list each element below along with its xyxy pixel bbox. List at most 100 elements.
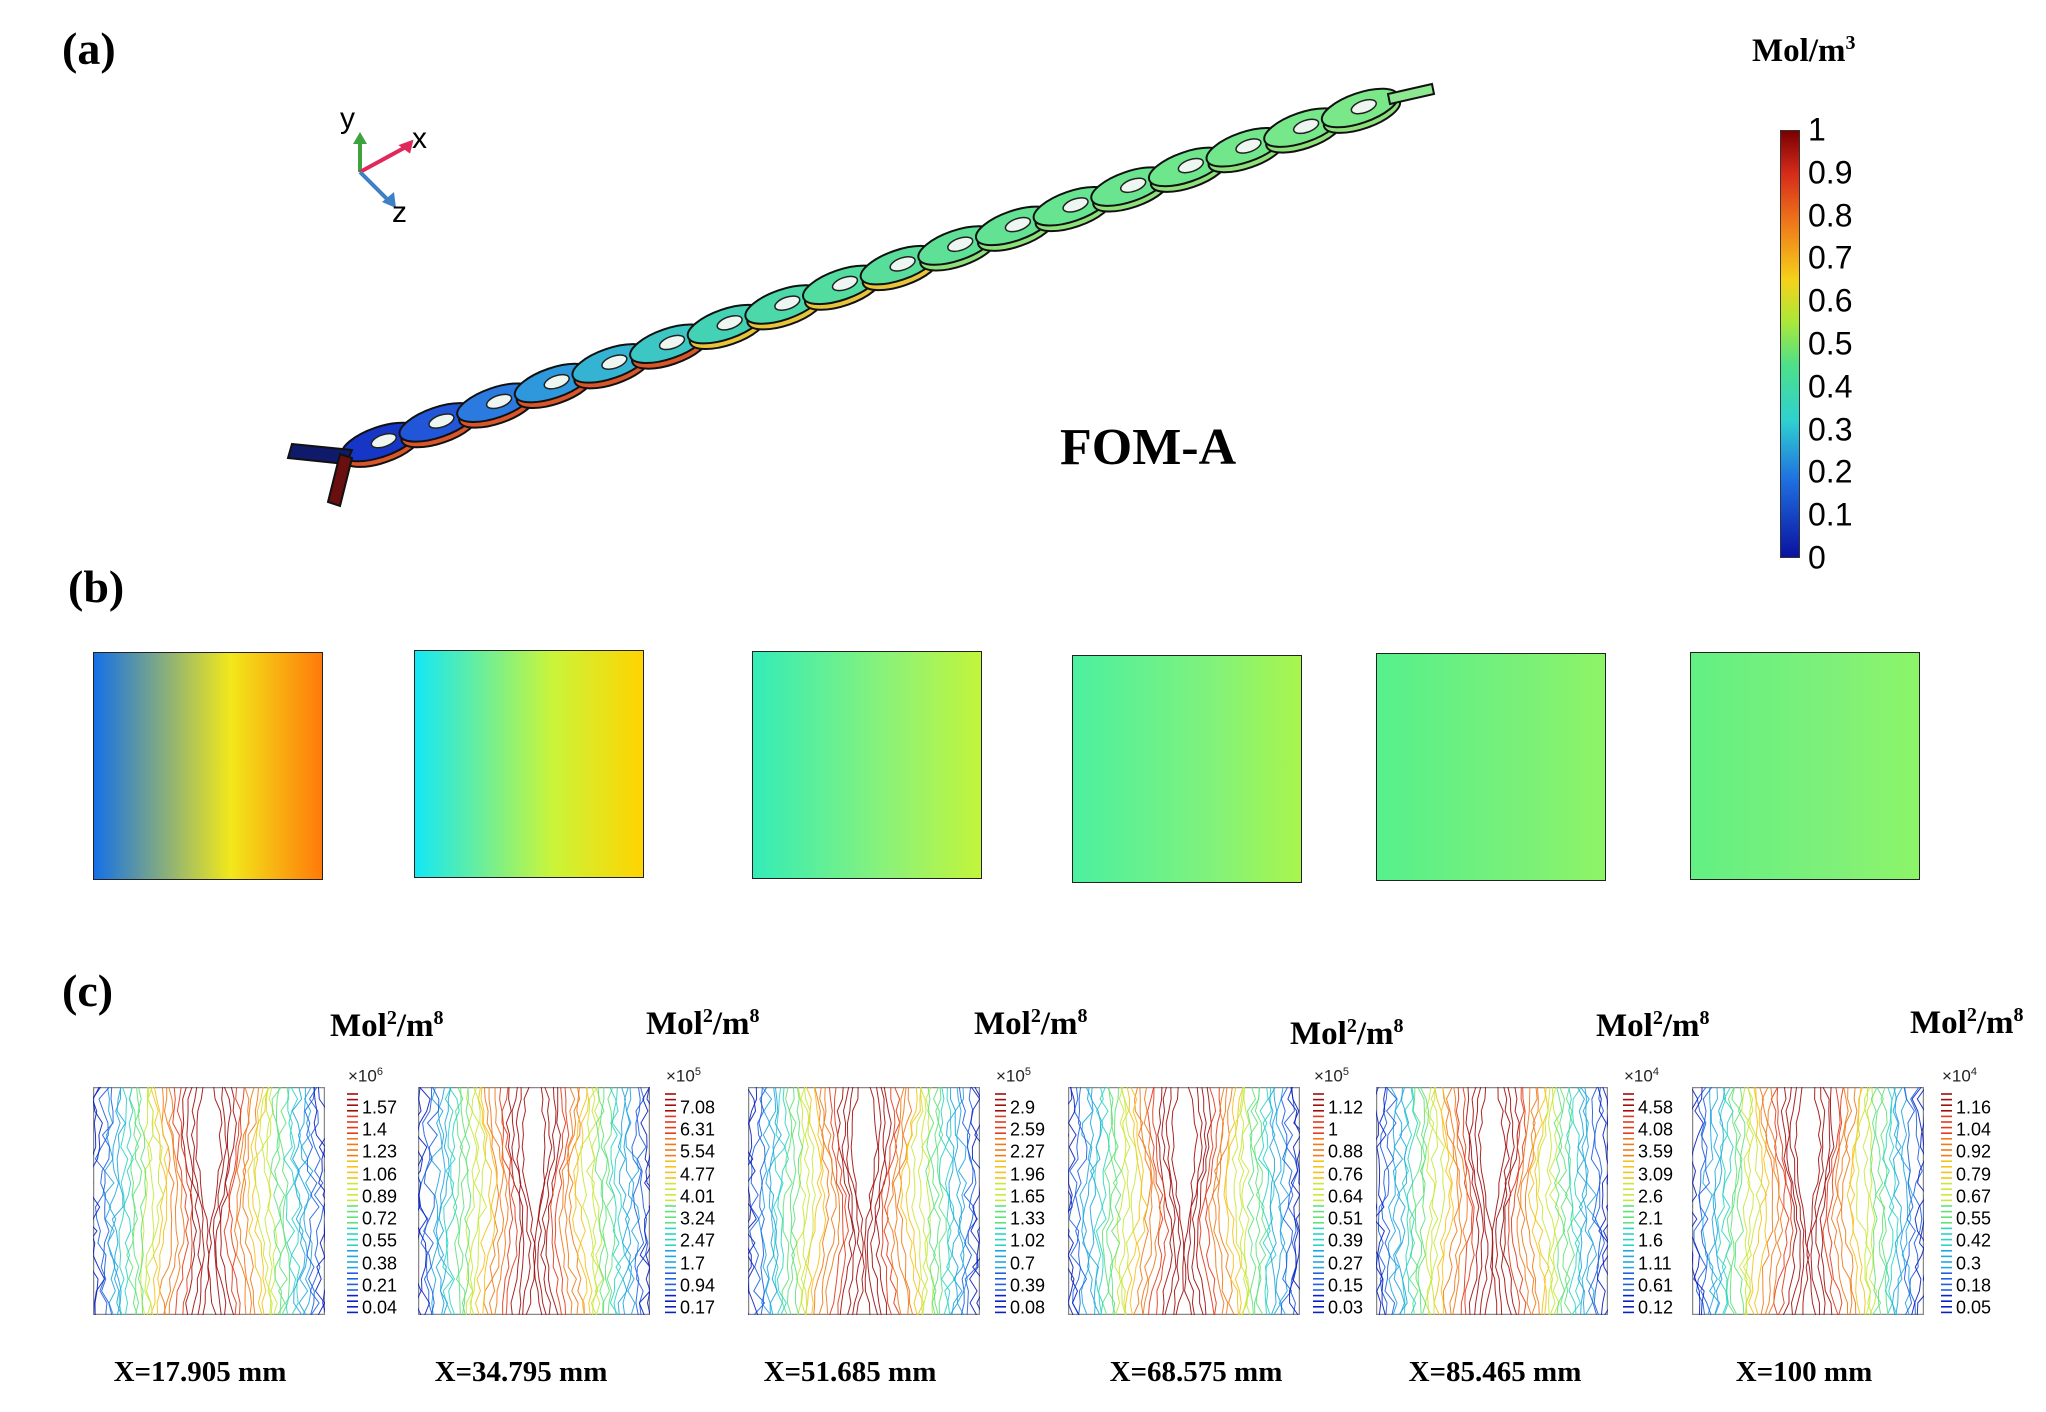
colorbar-tick: 0.04 (362, 1297, 398, 1318)
contour-colorbar (347, 1093, 358, 1314)
colorbar-tick: 2.6 (1638, 1186, 1664, 1207)
contour-plot (1376, 1087, 1608, 1315)
colorbar-tick: 0.1 (1808, 496, 1853, 533)
axis-triad: y x z (340, 102, 427, 229)
section-position-label: X=34.795 mm (434, 1356, 608, 1388)
colorbar-tick: 1.12 (1328, 1097, 1364, 1118)
colorbar-multiplier: ×105 (1314, 1066, 1349, 1086)
colorbar-tick: 0.18 (1956, 1275, 1992, 1296)
colorbar-multiplier: ×105 (996, 1066, 1031, 1086)
colorbar-tick: 0.2 (1808, 453, 1853, 490)
section-position-label: X=68.575 mm (1109, 1356, 1283, 1388)
colorbar-tick: 0.64 (1328, 1186, 1364, 1207)
colorbar-tick: 4.77 (680, 1164, 716, 1185)
colorbar-tick: 5.54 (680, 1141, 716, 1162)
micromixer-geometry (286, 82, 1436, 508)
contour-plot (418, 1087, 650, 1315)
colorbar-tick: 1.4 (362, 1119, 388, 1140)
colorbar-tick: 0.17 (680, 1297, 716, 1318)
cross-section-panel (1690, 652, 1920, 880)
colorbar-tick: 2.9 (1010, 1097, 1036, 1118)
colorbar-tick: 4.08 (1638, 1119, 1674, 1140)
cross-section-panel (414, 650, 644, 878)
colorbar-tick: 0.7 (1010, 1253, 1036, 1274)
colorbar-tick: 0.15 (1328, 1275, 1364, 1296)
axis-label-y: y (340, 102, 355, 135)
colorbar-tick: 3.24 (680, 1208, 716, 1229)
colorbar-tick: 1.04 (1956, 1119, 1992, 1140)
contour-unit: Mol2/m8 (1290, 1015, 1404, 1052)
colorbar-tick: 4.01 (680, 1186, 716, 1207)
colorbar-multiplier: ×104 (1624, 1066, 1659, 1086)
colorbar-tick: 1.96 (1010, 1164, 1046, 1185)
colorbar-tick: 2.27 (1010, 1141, 1046, 1162)
colorbar-tick: 0.5 (1808, 325, 1853, 362)
colorbar-tick: 3.59 (1638, 1141, 1674, 1162)
colorbar-tick: 0.05 (1956, 1297, 1992, 1318)
colorbar-tick: 6.31 (680, 1119, 716, 1140)
colorbar-tick: 3.09 (1638, 1164, 1674, 1185)
colorbar-a-ticks: 1 0.9 0.8 0.7 0.6 0.5 0.4 0.3 0.2 0.1 0 (1808, 112, 1888, 576)
contour-unit: Mol2/m8 (1910, 1004, 2024, 1041)
colorbar-tick: 0.9 (1808, 154, 1853, 191)
axis-label-z: z (392, 196, 407, 229)
colorbar-tick: 0.08 (1010, 1297, 1046, 1318)
contour-unit: Mol2/m8 (646, 1005, 760, 1042)
contour-colorbar (1313, 1093, 1324, 1314)
colorbar-tick: 0.42 (1956, 1230, 1992, 1251)
colorbar-tick: 1.02 (1010, 1230, 1046, 1251)
colorbar-tick: 0.7 (1808, 239, 1853, 276)
colorbar-tick: 0.92 (1956, 1141, 1992, 1162)
contour-colorbar-ticks: 1.57 1.4 1.23 1.06 0.89 0.72 0.55 0.38 0.21 0.04 (362, 1098, 432, 1318)
colorbar-tick: 1.11 (1638, 1253, 1672, 1274)
colorbar-tick: 0.39 (1010, 1275, 1046, 1296)
colorbar-tick: 1.23 (362, 1141, 398, 1162)
colorbar-tick: 0.3 (1808, 411, 1853, 448)
contour-colorbar (1941, 1093, 1952, 1314)
colorbar-tick: 0.12 (1638, 1297, 1674, 1318)
colorbar-tick: 1.65 (1010, 1186, 1046, 1207)
panel-b-label: (b) (68, 561, 125, 612)
colorbar-tick: 0.4 (1808, 368, 1853, 405)
colorbar-tick: 0.27 (1328, 1253, 1364, 1274)
colorbar-tick: 0.3 (1956, 1253, 1982, 1274)
colorbar-multiplier: ×104 (1942, 1066, 1977, 1086)
colorbar-tick: 2.47 (680, 1230, 716, 1251)
colorbar-tick: 0.55 (1956, 1208, 1992, 1229)
section-position-label: X=17.905 mm (113, 1356, 287, 1388)
colorbar-unit: Mol/m3 (1752, 32, 1856, 69)
colorbar-tick: 0 (1808, 539, 1826, 576)
colorbar-tick: 0.72 (362, 1208, 398, 1229)
colorbar-tick: 0.76 (1328, 1164, 1364, 1185)
panel-c-label: (c) (62, 965, 114, 1016)
contour-plot (93, 1087, 325, 1315)
colorbar-tick: 1.16 (1956, 1097, 1992, 1118)
contour-colorbar (665, 1093, 676, 1314)
colorbar-tick: 1 (1328, 1119, 1339, 1140)
cross-section-panel (1072, 655, 1302, 883)
colorbar-tick: 0.21 (362, 1275, 398, 1296)
colorbar-tick: 0.6 (1808, 282, 1853, 319)
colorbar-tick: 0.39 (1328, 1230, 1364, 1251)
colorbar-tick: 1.7 (680, 1253, 706, 1274)
colorbar-tick: 0.89 (362, 1186, 398, 1207)
model-title: FOM-A (1060, 419, 1237, 476)
section-position-label: X=100 mm (1735, 1356, 1873, 1388)
colorbar-tick: 2.1 (1638, 1208, 1664, 1229)
contour-unit: Mol2/m8 (330, 1007, 444, 1044)
colorbar-a (1780, 130, 1800, 558)
contour-plot (1692, 1087, 1924, 1315)
panel-a-label: (a) (62, 23, 116, 74)
colorbar-tick: 1.57 (362, 1097, 398, 1118)
colorbar-tick: 4.58 (1638, 1097, 1674, 1118)
contour-unit: Mol2/m8 (1596, 1007, 1710, 1044)
colorbar-tick: 0.94 (680, 1275, 716, 1296)
colorbar-tick: 7.08 (680, 1097, 716, 1118)
contour-colorbar-ticks: 4.58 4.08 3.59 3.09 2.6 2.1 1.6 1.11 0.61 0.12 (1638, 1098, 1708, 1318)
colorbar-tick: 0.8 (1808, 197, 1853, 234)
contour-colorbar-ticks: 2.9 2.59 2.27 1.96 1.65 1.33 1.02 0.7 0.39 0.08 (1010, 1098, 1080, 1318)
axis-label-x: x (412, 122, 427, 155)
mixer-unit (1320, 87, 1402, 134)
colorbar-tick: 2.59 (1010, 1119, 1046, 1140)
colorbar-tick: 1.6 (1638, 1230, 1664, 1251)
